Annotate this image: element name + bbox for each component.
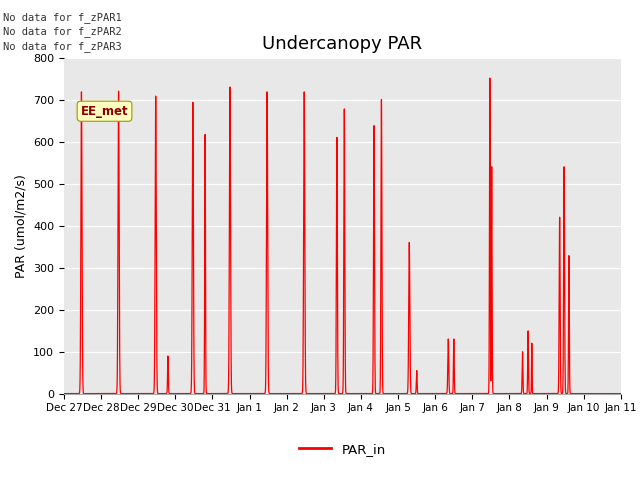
Y-axis label: PAR (umol/m2/s): PAR (umol/m2/s)	[15, 174, 28, 277]
Text: No data for f_zPAR1: No data for f_zPAR1	[3, 12, 122, 23]
Text: No data for f_zPAR2: No data for f_zPAR2	[3, 26, 122, 37]
Legend: PAR_in: PAR_in	[293, 437, 392, 461]
Title: Undercanopy PAR: Undercanopy PAR	[262, 35, 422, 53]
Text: No data for f_zPAR3: No data for f_zPAR3	[3, 41, 122, 52]
Text: EE_met: EE_met	[81, 105, 129, 118]
